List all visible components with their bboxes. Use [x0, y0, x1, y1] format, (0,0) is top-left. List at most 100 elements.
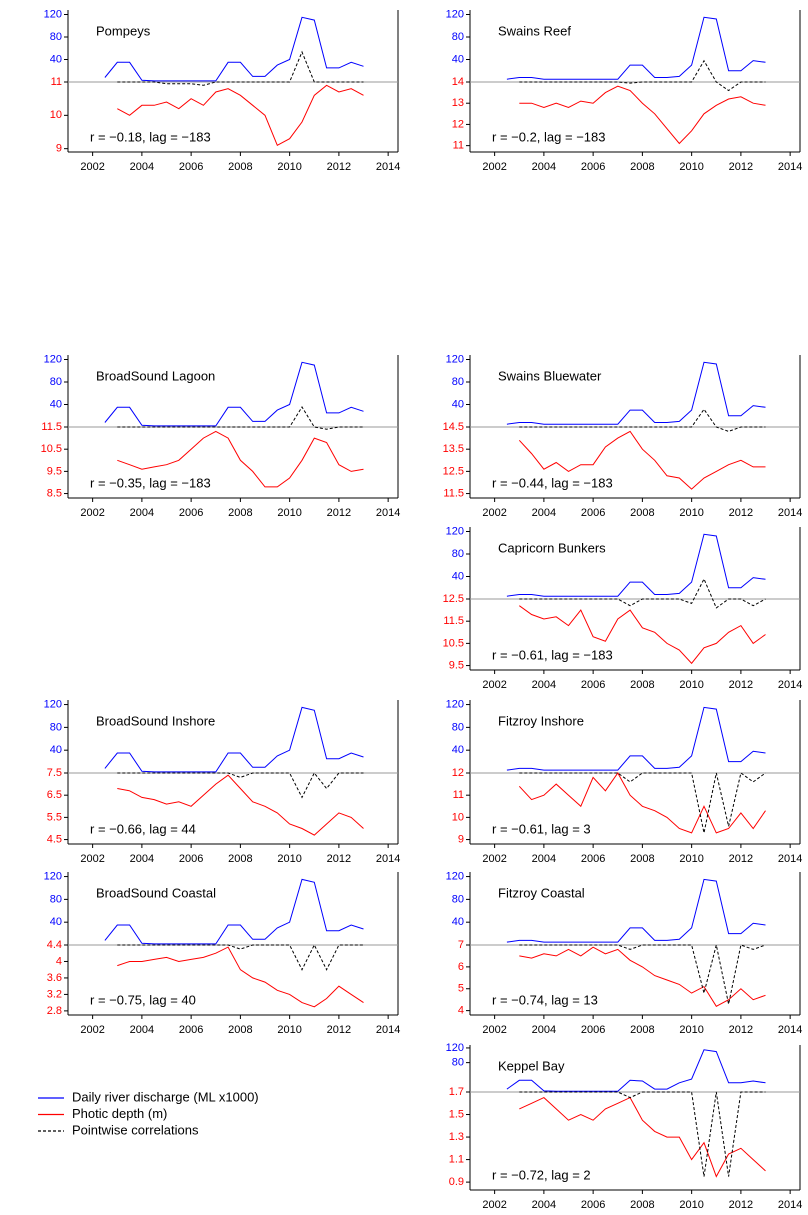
x-tick-label: 2004	[130, 507, 154, 519]
x-tick-label: 2010	[277, 1024, 301, 1036]
y2-tick-label: 4.4	[47, 939, 62, 951]
legend-label: Photic depth (m)	[72, 1106, 167, 1121]
y2-tick-label: 10	[452, 811, 464, 823]
series-line	[519, 408, 766, 432]
series-line	[519, 577, 766, 609]
y2-tick-label: 8.5	[47, 487, 62, 499]
y2-tick-label: 7	[458, 939, 464, 951]
x-tick-label: 2010	[679, 507, 703, 519]
series-line	[519, 59, 766, 92]
x-tick-label: 2008	[630, 853, 654, 865]
series-line	[519, 1096, 766, 1178]
y-tick-label: 40	[50, 916, 62, 928]
x-tick-label: 2012	[327, 161, 351, 173]
y-tick-label: 120	[44, 870, 62, 882]
series-line	[518, 430, 766, 490]
series-line	[506, 533, 766, 597]
x-tick-label: 2008	[228, 1024, 252, 1036]
x-tick-label: 2012	[327, 853, 351, 865]
annotation: r = −0.18, lag = −183	[90, 129, 211, 144]
series-line	[519, 1091, 766, 1177]
y-tick-label: 120	[446, 870, 464, 882]
series-line	[104, 706, 364, 773]
annotation: r = −0.61, lag = 3	[492, 821, 591, 836]
x-tick-label: 2002	[80, 507, 104, 519]
y-tick-label: 80	[50, 721, 62, 733]
panel-title: Keppel Bay	[498, 1058, 565, 1073]
panel-title: Fitzroy Coastal	[498, 885, 585, 900]
y2-tick-label: 9.5	[47, 465, 62, 477]
y2-tick-label: 5	[458, 983, 464, 995]
y2-tick-label: 4.5	[47, 833, 62, 845]
series-line	[117, 943, 364, 971]
y2-tick-label: 5.5	[47, 811, 62, 823]
x-tick-label: 2008	[630, 1024, 654, 1036]
y-tick-label: 40	[452, 744, 464, 756]
x-tick-label: 2002	[80, 853, 104, 865]
x-tick-label: 2006	[581, 1199, 605, 1211]
x-tick-label: 2002	[80, 161, 104, 173]
x-tick-label: 2002	[80, 1024, 104, 1036]
series-line	[117, 50, 364, 86]
annotation: r = −0.35, lag = −183	[90, 475, 211, 490]
series-line	[518, 772, 766, 834]
series-line	[506, 878, 766, 943]
y2-tick-label: 10.5	[443, 637, 464, 649]
y-tick-label: 120	[446, 8, 464, 20]
y2-tick-label: 1.5	[449, 1108, 464, 1120]
legend-label: Pointwise correlations	[72, 1122, 199, 1137]
y2-tick-label: 9	[458, 833, 464, 845]
y2-tick-label: 6	[458, 961, 464, 973]
x-tick-label: 2004	[130, 1024, 154, 1036]
x-tick-label: 2006	[581, 507, 605, 519]
x-tick-label: 2002	[482, 679, 506, 691]
annotation: r = −0.44, lag = −183	[492, 475, 613, 490]
y2-tick-label: 3.6	[47, 972, 62, 984]
x-tick-label: 2014	[778, 1199, 802, 1211]
y-tick-label: 80	[452, 376, 464, 388]
x-tick-label: 2014	[376, 1024, 400, 1036]
x-tick-label: 2008	[630, 679, 654, 691]
series-line	[117, 774, 364, 836]
y2-tick-label: 11	[453, 789, 464, 801]
x-tick-label: 2004	[130, 853, 154, 865]
annotation: r = −0.75, lag = 40	[90, 992, 196, 1007]
x-tick-label: 2014	[778, 507, 802, 519]
x-tick-label: 2012	[729, 161, 753, 173]
series-line	[117, 84, 364, 147]
y-tick-label: 80	[50, 893, 62, 905]
series-line	[117, 406, 364, 430]
x-tick-label: 2002	[482, 1199, 506, 1211]
panel-title: Swains Bluewater	[498, 368, 602, 383]
series-line	[117, 430, 364, 488]
y2-tick-label: 9.5	[449, 659, 464, 671]
x-tick-label: 2008	[228, 853, 252, 865]
y2-tick-label: 0.9	[449, 1176, 464, 1188]
y2-tick-label: 2.8	[47, 1005, 62, 1017]
y-tick-label: 40	[50, 744, 62, 756]
x-tick-label: 2004	[532, 1199, 556, 1211]
x-tick-label: 2014	[778, 1024, 802, 1036]
x-tick-label: 2012	[729, 853, 753, 865]
y-tick-label: 80	[50, 31, 62, 43]
y2-tick-label: 11.5	[443, 615, 464, 627]
x-tick-label: 2006	[179, 507, 203, 519]
y2-tick-label: 7.5	[47, 767, 62, 779]
y-tick-label: 40	[452, 53, 464, 65]
y-tick-label: 40	[452, 398, 464, 410]
annotation: r = −0.66, lag = 44	[90, 821, 196, 836]
y2-tick-label: 10.5	[41, 443, 62, 455]
x-tick-label: 2002	[482, 507, 506, 519]
x-tick-label: 2008	[228, 507, 252, 519]
series-line	[117, 772, 364, 799]
x-tick-label: 2012	[327, 1024, 351, 1036]
panel-title: Pompeys	[96, 23, 151, 38]
x-tick-label: 2010	[679, 679, 703, 691]
x-tick-label: 2014	[376, 161, 400, 173]
y2-tick-label: 4	[56, 955, 62, 967]
y2-tick-label: 13.5	[443, 443, 464, 455]
y-tick-label: 40	[50, 53, 62, 65]
series-line	[506, 16, 766, 80]
annotation: r = −0.2, lag = −183	[492, 129, 605, 144]
series-line	[519, 605, 766, 665]
